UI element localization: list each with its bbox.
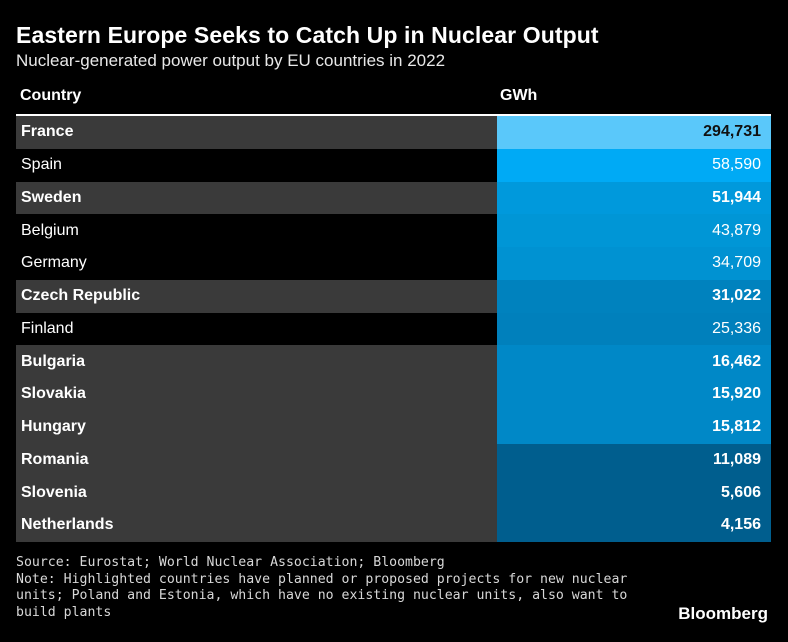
highlight-note-line-1: Note: Highlighted countries have planned… xyxy=(16,571,628,587)
gwh-value-cell: 58,590 xyxy=(497,148,771,182)
gwh-value-cell: 15,812 xyxy=(497,410,771,444)
gwh-value-cell: 294,731 xyxy=(497,116,771,149)
country-cell: Sweden xyxy=(16,181,497,215)
footer-notes: Source: Eurostat; World Nuclear Associat… xyxy=(16,555,656,621)
country-cell: Belgium xyxy=(21,221,79,239)
table-header: Country GWh xyxy=(16,87,771,109)
bloomberg-logo: Bloomberg xyxy=(678,604,768,623)
country-cell: Netherlands xyxy=(16,509,497,542)
table-row: Slovenia 5,606 xyxy=(16,476,771,509)
highlight-note-line-2: units; Poland and Estonia, which have no… xyxy=(16,588,628,603)
table-row: Germany 34,709 xyxy=(16,247,771,280)
highlight-note-line-3: build plants xyxy=(16,604,112,620)
table-row: Bulgaria 16,462 xyxy=(16,345,771,378)
country-cell: Czech Republic xyxy=(16,279,497,313)
table-row: Netherlands 4,156 xyxy=(16,509,771,542)
country-cell: Slovakia xyxy=(16,378,497,411)
table-row: France 294,731 xyxy=(16,116,771,149)
table-row: Hungary 15,812 xyxy=(16,410,771,444)
data-table: France 294,731 Spain 58,590 Sweden 51,944 Belg… xyxy=(16,116,771,542)
table-row: Czech Republic 31,022 xyxy=(16,279,771,313)
gwh-value-cell: 25,336 xyxy=(497,312,771,346)
gwh-value-cell: 31,022 xyxy=(497,279,771,313)
country-cell: Slovenia xyxy=(16,476,497,509)
table-row: Spain 58,590 xyxy=(16,148,771,182)
table-row: Romania 11,089 xyxy=(16,443,771,477)
gwh-value-cell: 15,920 xyxy=(497,378,771,411)
table-row: Belgium 43,879 xyxy=(16,214,771,247)
country-cell: Bulgaria xyxy=(16,345,497,378)
gwh-value-cell: 5,606 xyxy=(497,476,771,509)
table-row: Sweden 51,944 xyxy=(16,181,771,215)
country-cell: Romania xyxy=(16,443,497,477)
column-header-gwh: GWh xyxy=(500,87,538,104)
country-cell: France xyxy=(16,116,497,149)
gwh-value-cell: 51,944 xyxy=(497,181,771,215)
column-header-country: Country xyxy=(20,87,82,104)
country-cell: Hungary xyxy=(16,410,497,444)
gwh-value-cell: 16,462 xyxy=(497,345,771,378)
chart-title: Eastern Europe Seeks to Catch Up in Nucl… xyxy=(16,22,599,48)
gwh-value-cell: 34,709 xyxy=(497,247,771,280)
table-row: Slovakia 15,920 xyxy=(16,378,771,411)
chart-subtitle: Nuclear-generated power output by EU cou… xyxy=(16,51,446,70)
table-row: Finland 25,336 xyxy=(16,312,771,346)
source-note: Source: Eurostat; World Nuclear Associat… xyxy=(16,555,445,570)
country-cell: Germany xyxy=(21,254,87,272)
gwh-value-cell: 4,156 xyxy=(497,509,771,542)
country-cell: Spain xyxy=(21,156,62,174)
gwh-value-cell: 11,089 xyxy=(497,443,771,477)
gwh-value-cell: 43,879 xyxy=(497,214,771,247)
country-cell: Finland xyxy=(21,319,74,337)
header-divider xyxy=(16,114,771,116)
